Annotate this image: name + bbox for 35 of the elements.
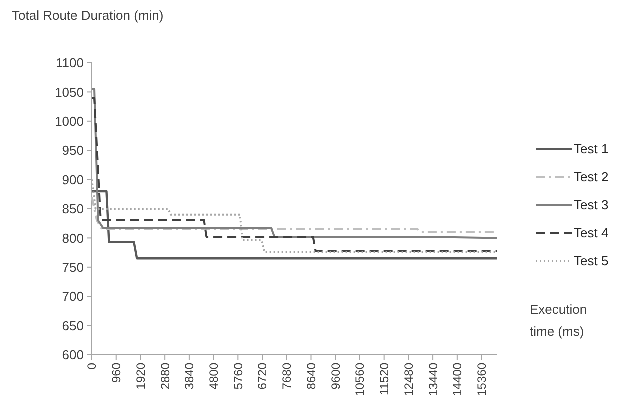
y-tick-label: 950	[62, 143, 84, 158]
legend-label: Test 4	[574, 226, 609, 241]
x-tick-label: 4800	[207, 362, 222, 390]
y-tick-label: 1000	[55, 114, 84, 129]
y-tick-label: 800	[62, 230, 84, 246]
x-tick-label: 3840	[182, 362, 197, 390]
x-tick-label: 13440	[426, 362, 440, 396]
x-axis-title: Execution time (ms)	[530, 302, 588, 339]
y-tick-label: 750	[62, 260, 84, 275]
y-tick-label: 850	[62, 202, 84, 217]
legend-label: Test 1	[574, 142, 609, 157]
y-tick-label: 900	[62, 172, 84, 188]
y-tick-label: 700	[62, 289, 84, 304]
x-tick-label: 8640	[304, 362, 318, 390]
y-tick-label: 650	[62, 318, 84, 334]
legend-label: Test 5	[574, 254, 609, 269]
y-tick-label: 1050	[55, 84, 84, 100]
x-tick-label: 14400	[450, 362, 465, 396]
x-tick-label: 11520	[378, 362, 392, 396]
x-tick-label: 9600	[328, 362, 343, 390]
x-tick-label: 15360	[474, 362, 489, 396]
legend-label: Test 2	[574, 170, 609, 185]
x-tick-label: 6720	[256, 362, 270, 390]
legend-label: Test 3	[574, 198, 609, 213]
x-tick-label: 12480	[402, 362, 416, 396]
x-tick-label: 5760	[231, 362, 246, 390]
x-tick-label: 2880	[158, 362, 172, 390]
y-tick-label: 1100	[56, 56, 84, 71]
x-tick-label: 960	[110, 362, 124, 384]
y-tick-label: 600	[62, 348, 84, 363]
x-tick-label: 7680	[280, 362, 294, 390]
y-axis-title: Total Route Duration (min)	[12, 8, 164, 23]
x-tick-label: 0	[85, 362, 100, 370]
x-tick-label: 10560	[353, 362, 368, 396]
x-tick-label: 1920	[134, 362, 148, 390]
